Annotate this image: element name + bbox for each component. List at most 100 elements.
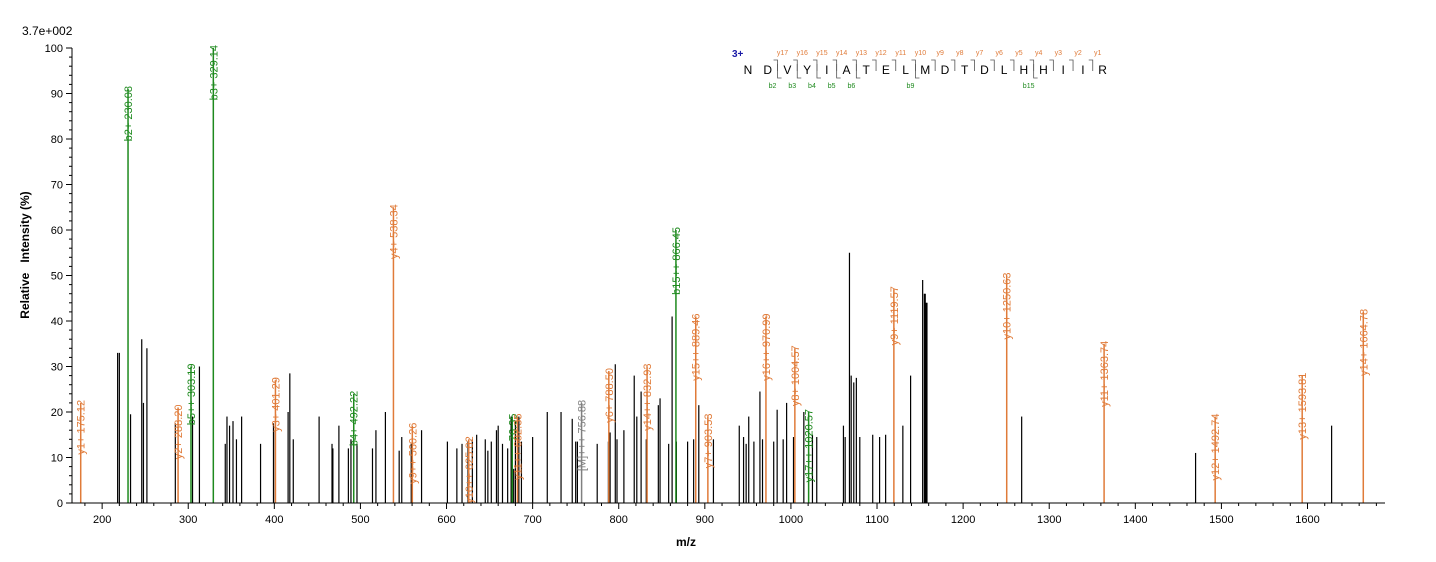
residue-15: H — [1039, 63, 1048, 77]
residue-18: R — [1098, 63, 1107, 77]
y-mark-label-12: y5 — [1015, 50, 1023, 57]
b-mark-4 — [855, 64, 861, 79]
y-tick-label-0: 0 — [57, 498, 63, 510]
y-mark-12 — [1009, 59, 1015, 71]
peak-label-18: y16++ 970.99 — [761, 313, 773, 380]
y-tick-label-100: 100 — [45, 43, 63, 55]
y-mark-label-8: y9 — [936, 50, 944, 57]
x-tick-label-200: 200 — [93, 514, 111, 526]
y-mark-15 — [1069, 59, 1074, 71]
y-mark-1 — [793, 59, 798, 71]
peak-label-0: y1+ 175.12 — [76, 400, 88, 455]
y-mark-8 — [931, 59, 936, 71]
y-mark-label-11: y6 — [996, 50, 1004, 57]
y-mark-label-10: y7 — [976, 50, 984, 57]
x-tick-label-900: 900 — [696, 514, 714, 526]
residue-10: D — [941, 63, 950, 77]
y-mark-2 — [812, 59, 818, 71]
y-mark-label-4: y13 — [856, 50, 867, 57]
peak-label-19: y8+ 1004.57 — [790, 345, 802, 406]
peak-label-3: b5++ 303.19 — [186, 364, 198, 426]
y-tick-label-30: 30 — [51, 362, 63, 374]
unassigned-peaks — [117, 252, 1333, 503]
peak-label-8: y9++ 560.26 — [407, 423, 419, 484]
residue-8: L — [902, 63, 909, 77]
peak-label-14: y14++ 832.93 — [642, 364, 654, 431]
y-mark-11 — [990, 59, 995, 71]
x-tick-label-1100: 1100 — [865, 514, 889, 526]
residue-3: Y — [803, 63, 811, 77]
y-tick-label-90: 90 — [51, 89, 63, 101]
y-mark-7 — [911, 59, 916, 71]
y-mark-label-1: y16 — [797, 50, 808, 57]
y-mark-label-2: y15 — [816, 50, 827, 57]
y-mark-14 — [1049, 59, 1054, 71]
x-tick-label-1200: 1200 — [951, 514, 975, 526]
y-mark-10 — [970, 59, 975, 71]
y-tick-label-80: 80 — [51, 134, 63, 146]
b-mark-2 — [816, 64, 821, 79]
y-mark-13 — [1029, 59, 1035, 71]
b-mark-5 — [915, 64, 920, 79]
x-tick-label-1300: 1300 — [1037, 514, 1061, 526]
y-mark-5 — [872, 59, 877, 71]
y-tick-label-70: 70 — [51, 180, 63, 192]
peak-label-21: y9+ 1119.57 — [889, 286, 901, 345]
y-tick-label-10: 10 — [51, 453, 63, 465]
y-mark-label-16: y1 — [1094, 50, 1102, 57]
b-mark-label-0: b2 — [769, 83, 777, 90]
y-mark-label-14: y3 — [1055, 50, 1063, 57]
x-tick-label-1400: 1400 — [1123, 514, 1147, 526]
residue-17: I — [1081, 63, 1084, 77]
peak-label-26: y14+ 1664.78 — [1358, 309, 1370, 376]
peak-label-4: b3+ 329.14 — [208, 45, 220, 100]
b-mark-label-5: b9 — [907, 83, 915, 90]
residue-0: N — [744, 63, 753, 77]
peak-label-11: y11++ 682.35 — [512, 414, 524, 480]
y-mark-label-0: y17 — [777, 50, 788, 57]
y-mark-label-9: y8 — [956, 50, 964, 57]
peak-label-2: y2+ 288.20 — [173, 404, 185, 459]
b-mark-label-4: b6 — [847, 83, 855, 90]
residue-6: T — [863, 63, 871, 77]
y-mark-label-6: y11 — [895, 50, 906, 57]
y-mark-label-15: y2 — [1074, 50, 1082, 57]
y-mark-label-3: y14 — [836, 50, 847, 57]
b-mark-0 — [777, 64, 782, 79]
residue-14: H — [1019, 63, 1028, 77]
scale-label: 3.7e+002 — [22, 24, 73, 38]
x-tick-label-1000: 1000 — [779, 514, 803, 526]
axes: 200 300 400 500 600 700 800 900 1000 1100 1200 1300… — [45, 43, 1385, 526]
peak-label-10: 76.35 — [507, 414, 519, 442]
residue-13: L — [1001, 63, 1008, 77]
x-tick-label-600: 600 — [437, 514, 455, 526]
b-mark-label-6: b15 — [1023, 83, 1035, 90]
peak-label-9: y10++ 625.82 — [464, 436, 476, 503]
residue-12: D — [980, 63, 989, 77]
b-mark-label-1: b3 — [788, 83, 796, 90]
y-mark-0 — [773, 59, 778, 71]
peak-label-22: y10+ 1250.63 — [1002, 273, 1014, 340]
residue-4: I — [825, 63, 828, 77]
peak-label-6: b4+ 492.22 — [349, 391, 361, 446]
y-mark-4 — [852, 59, 857, 71]
y-tick-label-20: 20 — [51, 407, 63, 419]
peak-label-24: y12+ 1492.74 — [1210, 414, 1222, 481]
x-tick-label-1600: 1600 — [1295, 514, 1319, 526]
residue-16: I — [1062, 63, 1065, 77]
y-mark-6 — [891, 59, 897, 71]
b-mark-1 — [796, 64, 802, 79]
x-tick-label-800: 800 — [610, 514, 628, 526]
x-tick-label-300: 300 — [179, 514, 197, 526]
y-mark-label-13: y4 — [1035, 50, 1043, 57]
residue-11: T — [961, 63, 969, 77]
peak-label-5: y3+ 401.29 — [270, 377, 282, 432]
residue-7: E — [882, 63, 890, 77]
peak-label-25: y13+ 1593.81 — [1297, 373, 1309, 440]
y-mark-16 — [1088, 59, 1094, 71]
peak-label-23: y11+ 1363.74 — [1099, 341, 1111, 407]
peak-label-12: [M]+++ 756.88 — [577, 400, 589, 471]
peak-label-15: b15++ 866.45 — [671, 227, 683, 295]
